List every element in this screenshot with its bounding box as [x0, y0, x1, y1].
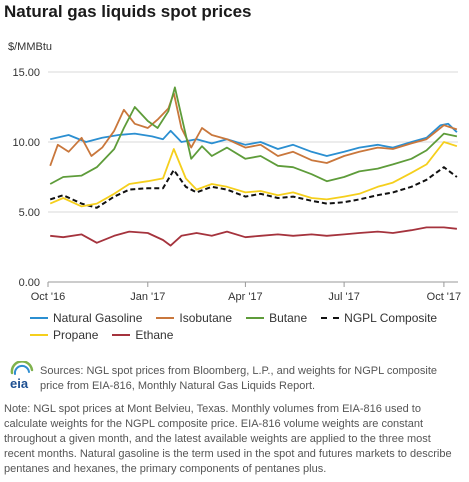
legend-swatch [321, 316, 340, 319]
legend-item[interactable]: Propane [30, 328, 98, 342]
legend-item[interactable]: NGPL Composite [321, 311, 437, 325]
series-line-natural-gasoline [49, 122, 458, 157]
legend-swatch [156, 316, 175, 319]
legend-row: Natural Gasoline Isobutane Butane NGPL Comp… [30, 309, 450, 326]
chart-legend: Natural Gasoline Isobutane Butane NGPL Comp… [30, 309, 450, 343]
sources-text: Sources: NGL spot prices from Bloomberg,… [40, 365, 437, 392]
legend-label: Propane [53, 327, 99, 342]
series-line-ngpl-composite [49, 166, 458, 209]
note-text: Note: NGL spot prices at Mont Belvieu, T… [4, 403, 452, 475]
legend-label: NGPL Composite [344, 310, 438, 325]
x-tick-label: Oct '16 [31, 291, 66, 303]
line-chart: $/MMBtu 0.00 5.00 10.00 15.00 Oct '16 Jan '17 A… [8, 41, 462, 303]
legend-label: Natural Gasoline [53, 310, 143, 325]
series-line-ethane [50, 226, 457, 247]
series-line-isobutane [49, 92, 458, 167]
legend-swatch [112, 333, 131, 336]
eia-logo-icon: eia [10, 361, 34, 391]
legend-row: Propane Ethane [30, 326, 450, 343]
y-tick-label: 15.00 [12, 67, 40, 79]
legend-item[interactable]: Ethane [112, 328, 173, 342]
series-line-butane [49, 86, 458, 185]
y-axis-label: $/MMBtu [8, 41, 52, 53]
chart-title: Natural gas liquids spot prices [4, 2, 252, 21]
legend-item[interactable]: Butane [246, 311, 307, 325]
y-tick-label: 5.00 [19, 207, 40, 219]
y-tick-label: 10.00 [12, 137, 40, 149]
legend-label: Butane [269, 310, 308, 325]
x-tick-label: Jul '17 [328, 291, 359, 303]
y-tick-label: 0.00 [19, 277, 40, 289]
legend-swatch [30, 316, 48, 319]
series-line-propane [49, 141, 458, 208]
legend-item[interactable]: Natural Gasoline [30, 311, 142, 325]
legend-swatch [30, 333, 48, 336]
x-tick-label: Apr '17 [228, 291, 263, 303]
legend-label: Ethane [135, 327, 174, 342]
logo-text: eia [10, 376, 29, 391]
legend-swatch [246, 316, 265, 319]
x-tick-label: Oct '17 [427, 291, 462, 303]
legend-label: Isobutane [179, 310, 233, 325]
x-tick-label: Jan '17 [130, 291, 165, 303]
legend-item[interactable]: Isobutane [156, 311, 232, 325]
